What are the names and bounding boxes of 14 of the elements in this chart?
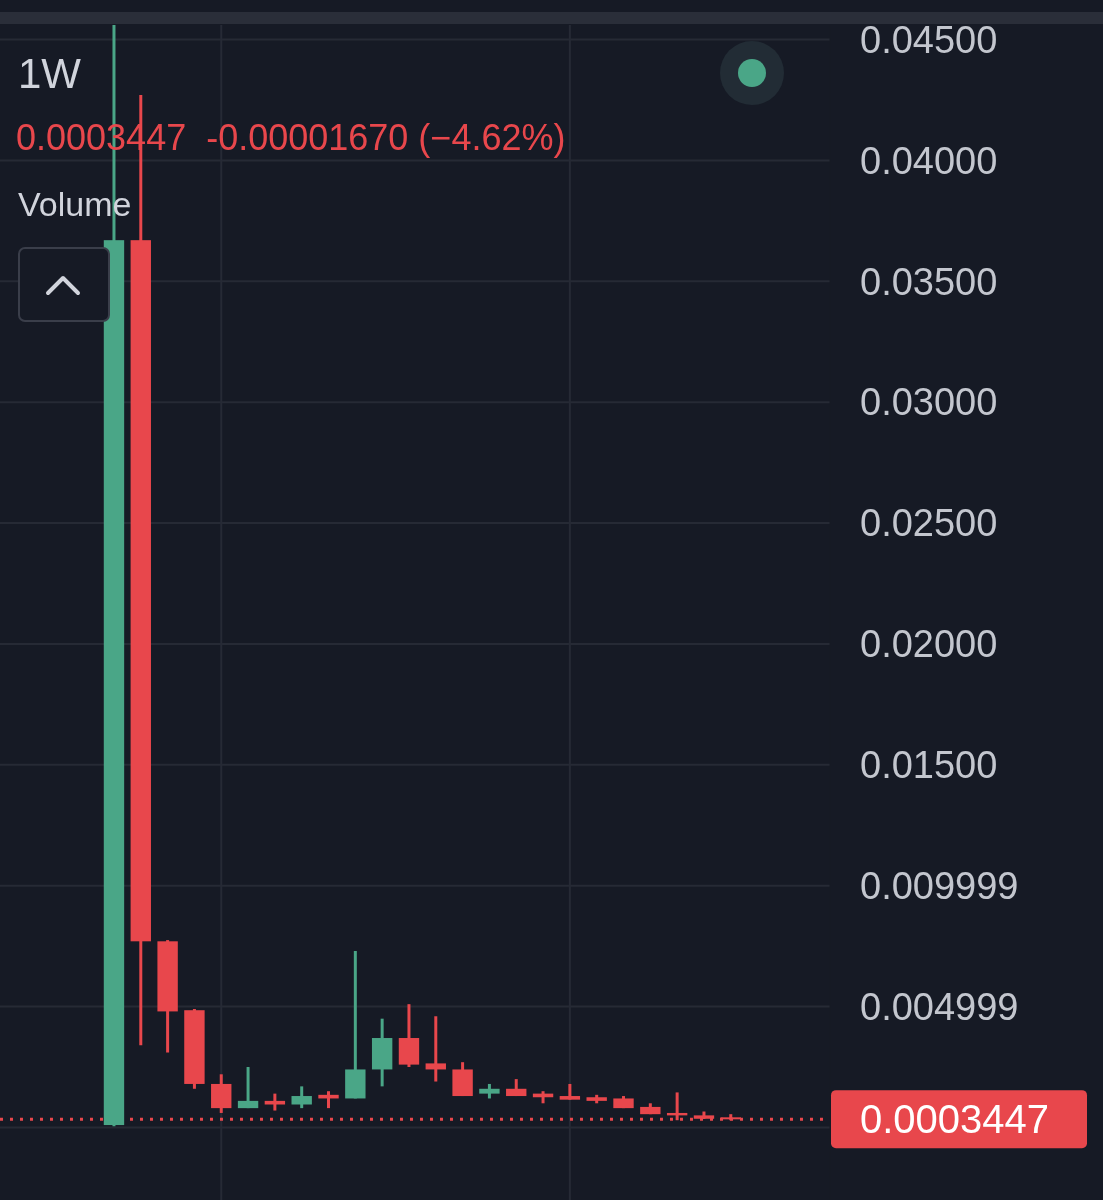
y-tick-label: 0.04500 xyxy=(860,18,998,61)
y-tick-label: 0.009999 xyxy=(860,865,1019,908)
ref-line-label: 0.0003447 xyxy=(860,1097,1050,1142)
text: 1W xyxy=(18,50,82,97)
y-tick-label: 0.02000 xyxy=(860,623,998,666)
y-tick-label: 0.03500 xyxy=(860,260,998,303)
y-tick-label: 0.02500 xyxy=(860,502,998,545)
y-tick-label: 0.01500 xyxy=(860,744,998,787)
candlestick xyxy=(291,1086,312,1110)
y-tick-label: 0.03000 xyxy=(860,381,998,424)
candlestick xyxy=(237,1067,259,1110)
y-tick-label: 0.04000 xyxy=(860,139,998,182)
candlestick xyxy=(425,1016,446,1082)
y-tick-label: 0.004999 xyxy=(860,985,1019,1028)
